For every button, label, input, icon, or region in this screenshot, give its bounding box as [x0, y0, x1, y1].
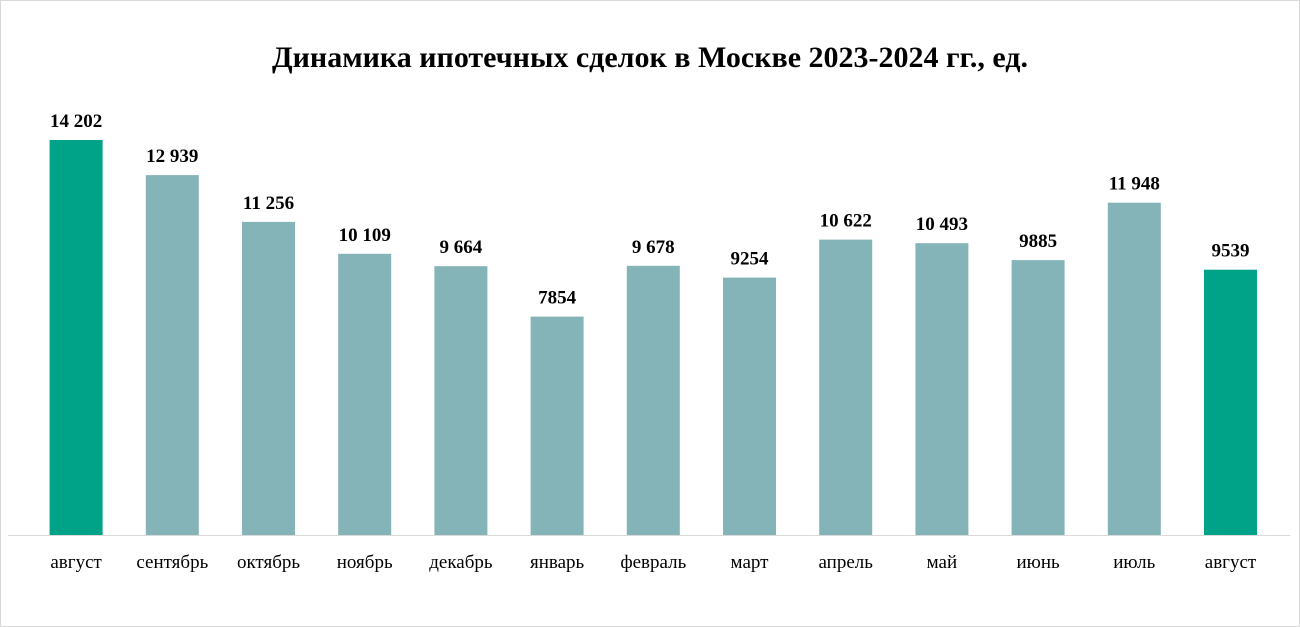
bar-7	[723, 277, 776, 535]
x-tick-label-4: декабрь	[429, 552, 493, 573]
chart-title: Динамика ипотечных сделок в Москве 2023-…	[272, 41, 1028, 74]
data-label-9: 10 493	[916, 214, 968, 235]
data-label-0: 14 202	[50, 111, 102, 132]
x-tick-label-9: май	[927, 552, 958, 573]
bar-0	[49, 140, 103, 535]
x-tick-label-1: сентябрь	[136, 552, 208, 573]
bar-11	[1107, 202, 1161, 535]
bar-4	[434, 266, 488, 535]
data-label-2: 11 256	[243, 193, 294, 214]
bar-6	[626, 265, 680, 535]
bar-10	[1011, 260, 1065, 535]
x-tick-label-0: август	[50, 552, 102, 573]
bar-12	[1204, 269, 1257, 535]
data-label-11: 11 948	[1109, 174, 1160, 195]
bar-8	[819, 239, 873, 535]
x-tick-label-7: март	[731, 552, 770, 573]
x-tick-label-11: июль	[1113, 552, 1155, 573]
bar-3	[338, 253, 392, 536]
x-tick-label-12: август	[1205, 552, 1257, 573]
bar-2	[242, 221, 295, 535]
data-label-8: 10 622	[820, 211, 872, 232]
bar-5	[530, 316, 584, 535]
bar-1	[145, 175, 199, 535]
data-label-6: 9 678	[632, 237, 675, 258]
x-tick-label-5: январь	[530, 552, 585, 573]
x-tick-label-3: ноябрь	[337, 552, 393, 573]
data-label-12: 9539	[1212, 241, 1250, 262]
data-label-1: 12 939	[146, 146, 198, 167]
x-tick-label-10: июнь	[1016, 552, 1060, 573]
data-label-7: 9254	[731, 249, 770, 270]
data-label-10: 9885	[1019, 231, 1057, 252]
bar-9	[915, 243, 969, 535]
data-label-3: 10 109	[339, 225, 391, 246]
x-tick-label-8: апрель	[818, 552, 873, 573]
x-tick-label-2: октябрь	[237, 552, 300, 573]
data-label-5: 7854	[538, 288, 577, 309]
data-label-4: 9 664	[440, 237, 483, 258]
x-tick-label-6: февраль	[620, 552, 686, 573]
